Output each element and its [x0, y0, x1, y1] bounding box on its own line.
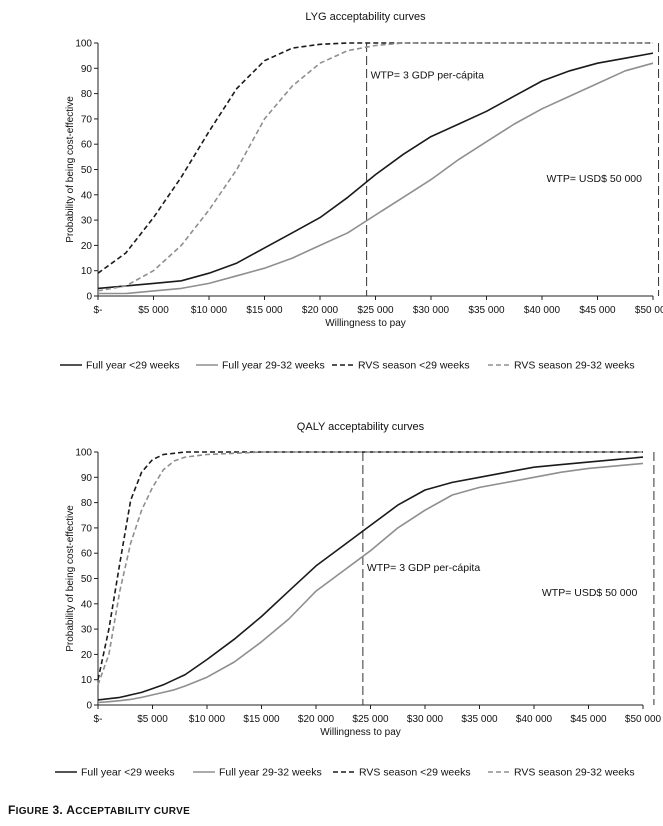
x-tick-label: $10 000: [191, 305, 228, 316]
x-tick-label: $30 000: [407, 714, 444, 725]
x-tick-label: $35 000: [461, 714, 498, 725]
y-tick-label: 40: [81, 599, 93, 610]
x-tick-label: $-: [94, 305, 103, 316]
x-tick-label: $50 000: [635, 305, 663, 316]
y-tick-label: 80: [81, 89, 93, 100]
x-tick-label: $30 000: [413, 305, 450, 316]
x-axis-label: Willingness to pay: [325, 318, 406, 329]
y-tick-label: 70: [81, 523, 93, 534]
lyg-chart: LYG acceptability curves 0 10 20 30 40 50 60 70 8…: [65, 11, 663, 329]
legend-label: Full year 29-32 weeks: [219, 767, 322, 779]
acceptability-figure: LYG acceptability curves 0 10 20 30 40 50 60 70 8…: [55, 11, 663, 779]
y-tick-label: 0: [86, 292, 92, 303]
x-tick-label: $5 000: [137, 714, 168, 725]
chart-title: LYG acceptability curves: [305, 11, 426, 23]
legend-label: Full year 29-32 weeks: [222, 360, 325, 372]
x-tick-label: $40 000: [524, 305, 561, 316]
legend-label: RVS season 29-32 weeks: [514, 767, 635, 779]
y-tick-label: 80: [81, 498, 93, 509]
legend-label: RVS season 29-32 weeks: [514, 360, 635, 372]
legend-label: Full year <29 weeks: [86, 360, 180, 372]
chart-title: QALY acceptability curves: [297, 421, 425, 433]
x-tick-label: $35 000: [468, 305, 505, 316]
y-tick-label: 50: [81, 574, 93, 585]
legend-label: RVS season <29 weeks: [358, 360, 470, 372]
x-tick-label: $40 000: [516, 714, 553, 725]
qaly-chart: QALY acceptability curves 0 10 20 30 40 50 60 70…: [65, 421, 662, 738]
series-line: [97, 52, 654, 290]
legend-label: RVS season <29 weeks: [359, 767, 471, 779]
figure-caption: FIGURE 3. ACCEPTABILITY CURVE: [8, 803, 191, 817]
wtp-reference-label: WTP= USD$ 50 000: [542, 587, 638, 599]
y-tick-label: 10: [81, 266, 93, 277]
y-tick-label: 20: [81, 650, 93, 661]
x-axis-label: Willingness to pay: [320, 727, 401, 738]
x-tick-label: $10 000: [189, 714, 226, 725]
x-tick-label: $25 000: [352, 714, 389, 725]
y-tick-label: 90: [81, 473, 93, 484]
x-tick-label: $45 000: [570, 714, 607, 725]
x-tick-label: $25 000: [357, 305, 394, 316]
x-tick-label: $15 000: [246, 305, 283, 316]
x-tick-label: $20 000: [302, 305, 339, 316]
legend-label: Full year <29 weeks: [81, 767, 175, 779]
series-line: [97, 456, 644, 701]
y-tick-label: 60: [81, 140, 93, 151]
x-tick-label: $45 000: [579, 305, 616, 316]
y-tick-label: 10: [81, 675, 93, 686]
series-line: [97, 462, 644, 704]
y-tick-label: 30: [81, 625, 93, 636]
x-tick-label: $50 000: [625, 714, 662, 725]
y-axis-label: Probability of being cost-effective: [65, 96, 76, 243]
y-tick-label: 60: [81, 549, 93, 560]
y-tick-label: 20: [81, 241, 93, 252]
series-line: [97, 451, 643, 686]
y-tick-label: 90: [81, 64, 93, 75]
y-tick-label: 30: [81, 216, 93, 227]
y-tick-label: 100: [75, 448, 92, 459]
qaly-legend: Full year <29 weeks Full year 29-32 weeks…: [55, 767, 635, 779]
y-tick-label: 40: [81, 190, 93, 201]
series-line: [97, 42, 653, 292]
y-tick-label: 100: [75, 39, 92, 50]
x-tick-label: $20 000: [298, 714, 335, 725]
x-tick-label: $5 000: [138, 305, 169, 316]
wtp-reference-label: WTP= USD$ 50 000: [547, 173, 643, 185]
y-axis-label: Probability of being cost-effective: [65, 505, 76, 652]
series-line: [98, 62, 654, 295]
y-tick-label: 70: [81, 114, 93, 125]
lyg-legend: Full year <29 weeks Full year 29-32 weeks…: [60, 360, 635, 372]
y-tick-label: 50: [81, 165, 93, 176]
x-tick-label: $15 000: [243, 714, 280, 725]
wtp-reference-label: WTP= 3 GDP per-cápita: [371, 69, 484, 81]
y-tick-label: 0: [86, 701, 92, 712]
wtp-reference-label: WTP= 3 GDP per-cápita: [367, 562, 480, 574]
x-tick-label: $-: [94, 714, 103, 725]
